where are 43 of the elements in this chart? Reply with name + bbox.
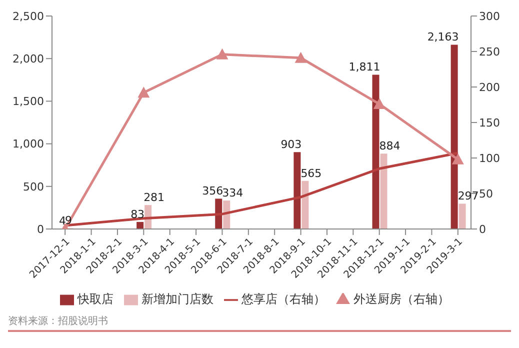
- y2-tick-label: 150: [479, 116, 500, 130]
- data-label: 297: [458, 190, 479, 203]
- y2-tick-label: 100: [479, 152, 500, 165]
- data-label: 83: [130, 208, 145, 221]
- bar: [215, 198, 222, 229]
- bar: [136, 222, 144, 229]
- y-tick-label: 2,500: [12, 10, 44, 23]
- bar: [302, 180, 309, 229]
- legend-label: 悠享店（右轴）: [242, 292, 326, 306]
- data-label: 281: [144, 191, 165, 204]
- legend-label: 新增加门店数: [142, 292, 214, 306]
- y2-tick-label: 250: [479, 45, 500, 58]
- y2-tick-label: 300: [479, 10, 500, 23]
- data-label: 2,163: [427, 30, 459, 44]
- data-label: 334: [222, 186, 244, 200]
- bar: [294, 152, 301, 229]
- data-label: 903: [280, 138, 302, 152]
- bar: [380, 154, 388, 229]
- bar: [450, 44, 458, 229]
- point: [294, 52, 307, 63]
- data-label: 565: [300, 166, 322, 180]
- y2-tick-label: 0: [479, 222, 486, 236]
- bar: [458, 204, 466, 229]
- data-label: 884: [379, 140, 400, 153]
- y-tick-label: 1,500: [12, 95, 44, 108]
- y2-tick-label: 50: [479, 187, 493, 200]
- bar: [372, 74, 380, 229]
- point: [138, 86, 150, 98]
- y2-tick-label: 200: [479, 80, 500, 94]
- y-tick-label: 0: [37, 222, 44, 236]
- y-tick-label: 2,000: [12, 52, 44, 66]
- point: [216, 48, 228, 60]
- data-label: 9: [65, 214, 72, 228]
- point: [373, 98, 386, 110]
- data-label: 1,811: [348, 60, 380, 74]
- y-tick-label: 1,000: [12, 138, 44, 151]
- data-label: 4: [59, 214, 66, 228]
- text: 资料来源：招股说明书: [8, 314, 511, 332]
- legend-label: 快取店: [78, 292, 114, 306]
- y-tick-label: 500: [23, 180, 44, 194]
- data-label: 356: [202, 184, 224, 198]
- legend-label: 外送厨房（右轴）: [354, 292, 450, 306]
- point: [452, 153, 464, 164]
